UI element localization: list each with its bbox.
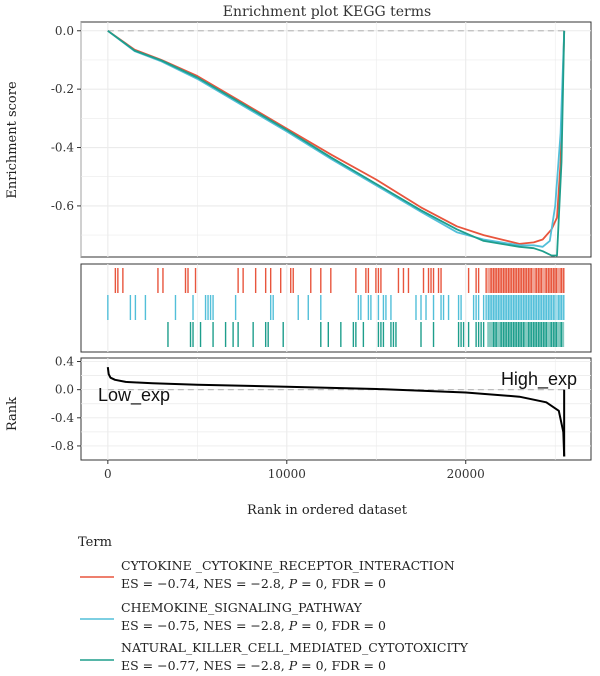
rank-panel: 0.4 0.0 -0.4 -0.8 Low_exp High_exp	[51, 355, 592, 461]
legend-item-cytokine: CYTOKINE _CYTOKINE_RECEPTOR_INTERACTION …	[80, 558, 455, 591]
hit-dense-block-row-0	[487, 268, 565, 293]
y-tick-label: -0.4	[51, 141, 75, 155]
legend-stats-nk-cell: ES = −0.77, NES = −2.8, P = 0, FDR = 0	[121, 658, 386, 673]
rank-panel-frame	[80, 357, 592, 461]
hit-panel	[80, 263, 592, 353]
y-tick-label: 0.0	[55, 24, 74, 38]
hit-dense-block-row-1	[487, 295, 565, 320]
x-tick-label: 20000	[447, 467, 485, 481]
rank-line	[106, 366, 566, 457]
y-tick-label: 0.0	[55, 383, 74, 397]
legend-name-chemokine: CHEMOKINE_SIGNALING_PATHWAY	[121, 600, 363, 615]
legend: Term CYTOKINE _CYTOKINE_RECEPTOR_INTERAC…	[78, 535, 469, 673]
x-tick-label: 0	[104, 467, 112, 481]
x-axis-label: Rank in ordered dataset	[247, 503, 408, 518]
legend-stats-cytokine: ES = −0.74, NES = −2.8, P = 0, FDR = 0	[121, 576, 386, 591]
legend-name-nk-cell: NATURAL_KILLER_CELL_MEDIATED_CYTOTOXICIT…	[121, 640, 469, 655]
legend-title: Term	[78, 535, 112, 550]
enrichment-ylabel: Enrichment score	[5, 81, 20, 199]
y-tick-label: 0.4	[55, 355, 74, 369]
legend-stats-chemokine: ES = −0.75, NES = −2.8, P = 0, FDR = 0	[121, 618, 386, 633]
x-tick-label: 10000	[268, 467, 306, 481]
y-tick-label: -0.4	[51, 411, 75, 425]
hit-dense-block-row-2	[487, 322, 565, 347]
y-tick-label: -0.2	[51, 82, 74, 96]
chart-title: Enrichment plot KEGG terms	[223, 4, 431, 20]
rank-ylabel: Rank	[5, 397, 20, 431]
legend-name-cytokine: CYTOKINE _CYTOKINE_RECEPTOR_INTERACTION	[121, 558, 455, 573]
low-exp-label: Low_exp	[98, 385, 170, 406]
enrichment-panel-frame	[80, 21, 592, 258]
legend-item-chemokine: CHEMOKINE_SIGNALING_PATHWAY ES = −0.75, …	[80, 600, 386, 633]
y-tick-label: -0.8	[51, 439, 74, 453]
y-tick-label: -0.6	[51, 199, 74, 213]
high-exp-label: High_exp	[501, 369, 577, 390]
enrichment-panel: 0.0 -0.2 -0.4 -0.6	[51, 21, 592, 258]
legend-item-nk-cell: NATURAL_KILLER_CELL_MEDIATED_CYTOTOXICIT…	[80, 640, 469, 673]
es-line-series-2	[107, 30, 566, 257]
es-line-series-1	[107, 30, 566, 248]
